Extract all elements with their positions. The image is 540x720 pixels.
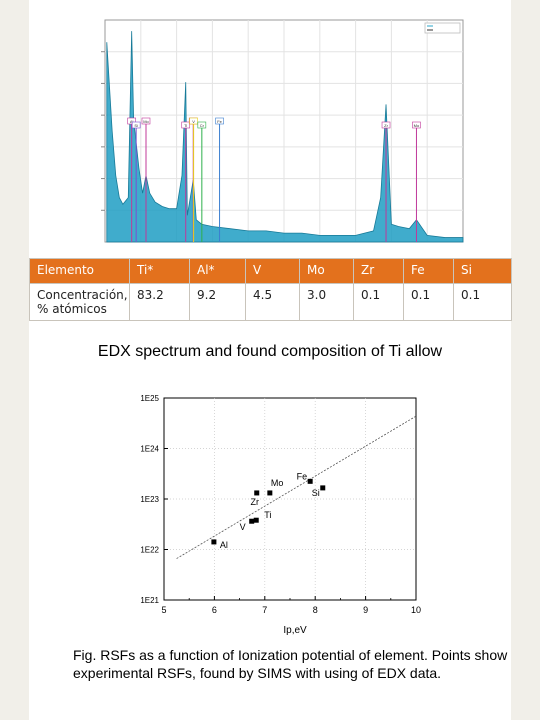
page-right-border — [511, 0, 540, 720]
edx-marker-label-box — [197, 121, 207, 129]
header-cell-v: V — [245, 258, 300, 284]
header-cell-al: Al* — [189, 258, 246, 284]
row-label-cell: Concentración, % atómicos — [29, 283, 130, 321]
table-header-row: Elemento Ti* Al* V Mo Zr Fe Si — [29, 258, 512, 284]
edx-marker-label-box — [181, 121, 191, 129]
rsf-fit-line — [176, 415, 417, 559]
edx-marker-label-box — [141, 117, 151, 125]
rsf-data-point-ti — [253, 517, 259, 523]
value-cell-mo: 3.0 — [299, 283, 354, 321]
rsf-y-tick-label: 1E24 — [140, 445, 159, 454]
header-cell-ti: Ti* — [129, 258, 190, 284]
rsf-data-point-al — [211, 539, 217, 545]
rsf-x-tick-label: 7 — [262, 605, 267, 615]
rsf-point-label: Al — [220, 540, 228, 550]
header-cell-fe: Fe — [403, 258, 454, 284]
header-cell-si: Si — [453, 258, 512, 284]
edx-marker-label: V — [192, 119, 195, 124]
value-cell-zr: 0.1 — [353, 283, 404, 321]
rsf-x-tick-label: 5 — [161, 605, 166, 615]
rsf-y-tick-label: 1E21 — [140, 596, 159, 605]
rsf-data-point-mo — [267, 490, 273, 496]
edx-marker-label-box — [215, 117, 224, 125]
rsf-y-tick-label: 1E23 — [140, 495, 159, 504]
edx-marker-label: Cr — [200, 123, 205, 128]
rsf-point-label: Ti — [264, 510, 271, 520]
edx-marker-label: Zr — [384, 123, 388, 128]
rsf-caption: Fig. RSFs as a function of Ionization po… — [73, 647, 508, 681]
page-left-border — [0, 0, 29, 720]
value-cell-v: 4.5 — [245, 283, 300, 321]
edx-spectrum-panel: MoTiAlMoTiSiVZrFeCr — [77, 0, 471, 258]
value-cell-ti: 83.2 — [129, 283, 190, 321]
edx-spectrum-chart: MoTiAlMoTiSiVZrFeCr — [101, 19, 464, 243]
rsf-data-point-si — [320, 485, 326, 491]
value-cell-al: 9.2 — [189, 283, 246, 321]
edx-marker-label: Fe — [217, 119, 222, 124]
value-cell-si: 0.1 — [453, 283, 512, 321]
edx-marker-label-box — [131, 121, 141, 129]
rsf-x-tick-label: 8 — [313, 605, 318, 615]
value-cell-fe: 0.1 — [403, 283, 454, 321]
rsf-scatter-chart: 5 6 7 8 9 10 1E21 1E22 1E23 1E24 1E25 Al Ti V Zr Mo Fe Si… — [140, 394, 421, 636]
rsf-point-label: Si — [312, 488, 320, 498]
rsf-y-tick-label: 1E22 — [140, 546, 159, 555]
rsf-y-tick-label: 1E25 — [140, 394, 159, 403]
rsf-point-label: Fe — [297, 471, 308, 481]
edx-marker-label-box — [189, 117, 198, 125]
rsf-x-tick-label: 6 — [212, 605, 217, 615]
rsf-point-label: V — [240, 522, 246, 532]
edx-caption: EDX spectrum and found composition of Ti… — [97, 343, 443, 360]
edx-marker-label: Si — [134, 123, 138, 128]
rsf-x-tick-label: 10 — [411, 605, 421, 615]
header-cell-mo: Mo — [299, 258, 354, 284]
edx-spectrum-area — [106, 31, 464, 243]
edx-marker-label: Mo — [414, 123, 420, 128]
rsf-x-axis-label: Ip,eV — [283, 625, 307, 636]
edx-legend-box — [424, 22, 461, 34]
edx-marker-label: Mo — [143, 119, 149, 124]
edx-marker-label-box — [412, 121, 421, 129]
edx-marker-label: Ti — [184, 123, 187, 128]
header-cell-element: Elemento — [29, 258, 130, 284]
rsf-point-label: Mo — [271, 478, 284, 488]
table-row: Concentración, % atómicos 83.2 9.2 4.5 3… — [29, 283, 512, 321]
header-cell-zr: Zr — [353, 258, 404, 284]
edx-marker-label: Al — [130, 119, 134, 124]
rsf-data-point-zr — [254, 490, 260, 496]
rsf-x-tick-label: 9 — [363, 605, 368, 615]
rsf-data-point-v — [249, 518, 255, 524]
edx-marker-label-box — [381, 121, 391, 129]
edx-marker-label-box — [127, 117, 136, 125]
rsf-data-point-fe — [307, 478, 313, 484]
rsf-point-label: Zr — [250, 497, 259, 507]
composition-table: Elemento Ti* Al* V Mo Zr Fe Si Concentra… — [29, 258, 512, 321]
